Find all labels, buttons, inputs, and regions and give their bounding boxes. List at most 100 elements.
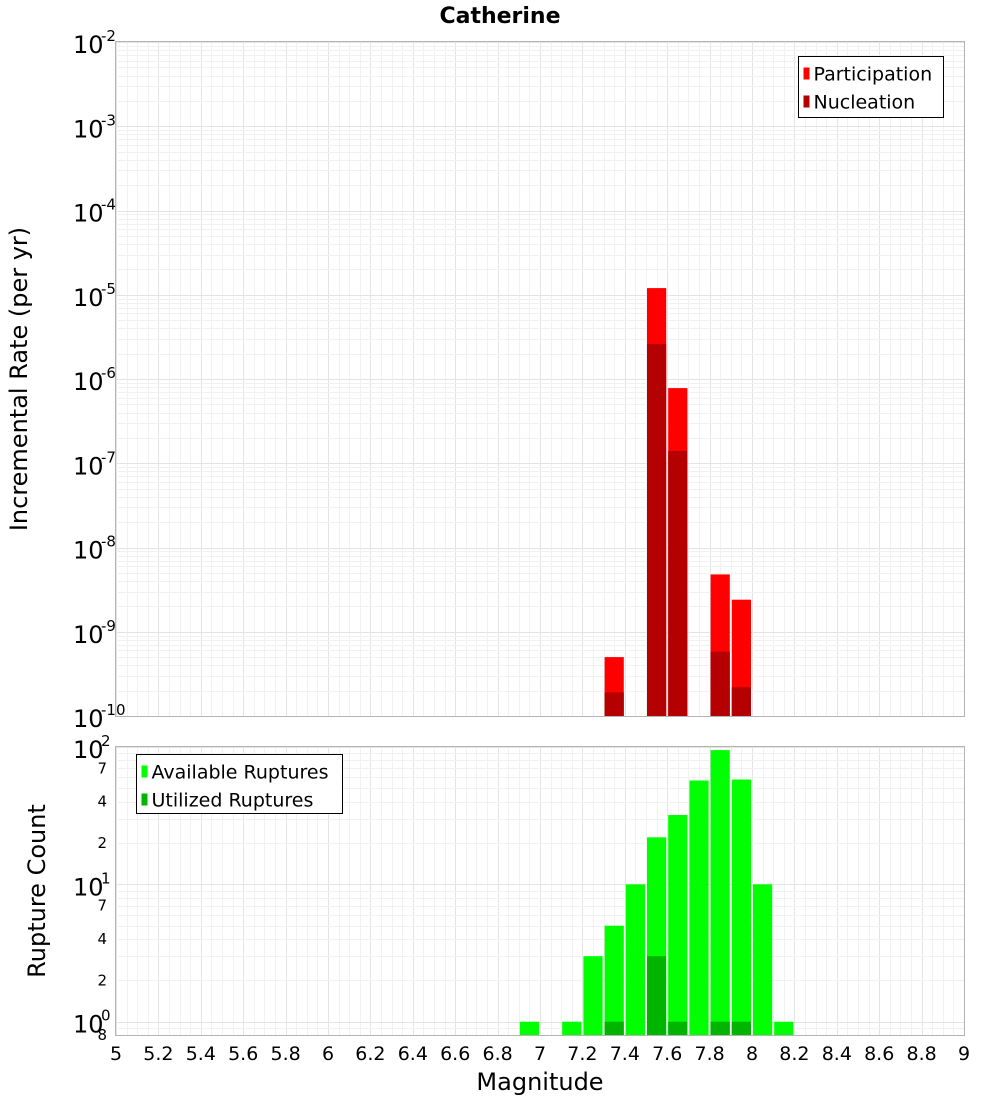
y-tick-label: 10-7 xyxy=(73,448,116,480)
y-tick-base: 10 xyxy=(73,873,104,901)
incremental-rate-bars xyxy=(604,288,751,716)
utilized-ruptures-bar xyxy=(731,1021,751,1035)
x-tick-label: 8 xyxy=(746,1043,758,1065)
y-minor-tick-label: 7 xyxy=(97,759,107,777)
rupture-count-bars xyxy=(519,750,794,1035)
y-tick-base: 10 xyxy=(73,537,104,565)
x-tick-label: 6.6 xyxy=(440,1043,470,1065)
legend-label: Participation xyxy=(814,64,933,86)
y-tick-label: 101 xyxy=(73,869,111,901)
nucleation-bar xyxy=(668,450,688,716)
legend-item: Nucleation xyxy=(803,92,915,114)
y-tick-exponent: -5 xyxy=(101,280,116,298)
available-ruptures-bar xyxy=(625,884,645,1035)
available-ruptures-bar xyxy=(774,1021,794,1035)
y-tick-exponent: 2 xyxy=(101,732,111,750)
x-tick-label: 7.8 xyxy=(694,1043,724,1065)
legend-box xyxy=(798,56,944,118)
incremental-rate-grid xyxy=(116,42,965,717)
y-tick-base: 10 xyxy=(73,452,104,480)
utilized-ruptures-bar xyxy=(710,1021,730,1035)
available-ruptures-bar xyxy=(519,1021,539,1035)
x-tick-label: 7.4 xyxy=(610,1043,640,1065)
incremental-rate-y-ticks: 10-210-310-410-510-610-710-810-910-10 xyxy=(73,27,126,733)
x-tick-label: 9 xyxy=(958,1043,970,1065)
chart-title: Catherine xyxy=(439,4,560,29)
incremental-rate-panel: 10-210-310-410-510-610-710-810-910-10 In… xyxy=(5,27,965,733)
y-tick-label: 10-9 xyxy=(73,617,116,649)
y-tick-label: 100 xyxy=(73,1007,111,1039)
rupture-count-y-axis-label: Rupture Count xyxy=(23,804,51,978)
x-tick-label: 8.2 xyxy=(779,1043,809,1065)
legend-swatch xyxy=(803,95,810,108)
y-tick-base: 10 xyxy=(73,115,104,143)
legend-swatch xyxy=(141,793,148,806)
y-tick-exponent: -9 xyxy=(101,617,116,635)
incremental-rate-plot-frame xyxy=(115,41,965,717)
legend-swatch xyxy=(141,765,148,778)
x-tick-label: 6.8 xyxy=(482,1043,512,1065)
y-tick-base: 10 xyxy=(73,621,104,649)
y-tick-exponent: 1 xyxy=(101,869,111,887)
y-tick-base: 10 xyxy=(73,200,104,228)
y-tick-base: 10 xyxy=(73,284,104,312)
utilized-ruptures-bar xyxy=(647,956,667,1035)
y-tick-base: 10 xyxy=(73,31,104,59)
y-tick-label: 10-5 xyxy=(73,280,116,312)
legend-swatch xyxy=(803,67,810,80)
x-tick-label: 6.2 xyxy=(355,1043,385,1065)
magnitude-x-ticks: 5 5.2 5.4 5.6 5.8 6 6.2 6.4 6.6 6.8 7 7.2 7.4 7.6 7.8 8… xyxy=(110,1043,970,1065)
available-ruptures-bar xyxy=(731,779,751,1035)
legend-item: Available Ruptures xyxy=(141,762,329,784)
available-ruptures-bar xyxy=(583,956,603,1035)
nucleation-bar xyxy=(647,344,667,716)
y-minor-tick-label: 8 xyxy=(97,1026,107,1044)
nucleation-bar xyxy=(604,692,624,716)
available-ruptures-bar xyxy=(710,750,730,1035)
y-minor-tick-label: 2 xyxy=(97,834,107,852)
y-tick-exponent: -10 xyxy=(101,701,126,719)
y-tick-label: 10-2 xyxy=(73,27,116,59)
x-axis-label: Magnitude xyxy=(476,1068,603,1096)
available-ruptures-bar xyxy=(604,925,624,1035)
y-minor-tick-label: 4 xyxy=(97,793,107,811)
y-tick-label: 102 xyxy=(73,732,111,764)
nucleation-bar xyxy=(710,651,730,716)
legend-label: Utilized Ruptures xyxy=(152,790,314,812)
nucleation-bar xyxy=(731,687,751,716)
legend-box xyxy=(136,754,343,814)
utilized-ruptures-bar xyxy=(668,1021,688,1035)
x-tick-label: 8.8 xyxy=(906,1043,936,1065)
participation-bar xyxy=(731,599,751,716)
y-tick-exponent: -4 xyxy=(101,196,116,214)
legend-item: Participation xyxy=(803,64,933,86)
y-tick-exponent: -8 xyxy=(101,533,116,551)
available-ruptures-bar xyxy=(668,815,688,1035)
x-tick-label: 8.6 xyxy=(864,1043,894,1065)
y-tick-label: 10-3 xyxy=(73,111,116,143)
utilized-ruptures-bar xyxy=(604,1021,624,1035)
y-tick-exponent: -2 xyxy=(101,27,116,45)
y-tick-label: 10-8 xyxy=(73,533,116,565)
y-tick-exponent: -7 xyxy=(101,448,116,466)
y-tick-base: 10 xyxy=(73,736,104,764)
legend-label: Available Ruptures xyxy=(152,762,329,784)
x-tick-label: 7.2 xyxy=(567,1043,597,1065)
x-tick-label: 7 xyxy=(534,1043,546,1065)
y-tick-base: 10 xyxy=(73,368,104,396)
rupture-count-legend: Available Ruptures Utilized Ruptures xyxy=(136,754,343,814)
y-tick-base: 10 xyxy=(73,1011,104,1039)
x-tick-label: 5 xyxy=(110,1043,122,1065)
y-tick-exponent: -3 xyxy=(101,111,116,129)
x-tick-label: 8.4 xyxy=(822,1043,852,1065)
x-tick-label: 5.2 xyxy=(143,1043,173,1065)
x-tick-label: 5.6 xyxy=(228,1043,258,1065)
y-minor-tick-label: 4 xyxy=(97,930,107,948)
rupture-count-plot-frame xyxy=(115,746,965,1036)
incremental-rate-y-axis-label: Incremental Rate (per yr) xyxy=(5,227,33,531)
y-tick-exponent: -6 xyxy=(101,364,116,382)
x-tick-label: 5.4 xyxy=(186,1043,216,1065)
